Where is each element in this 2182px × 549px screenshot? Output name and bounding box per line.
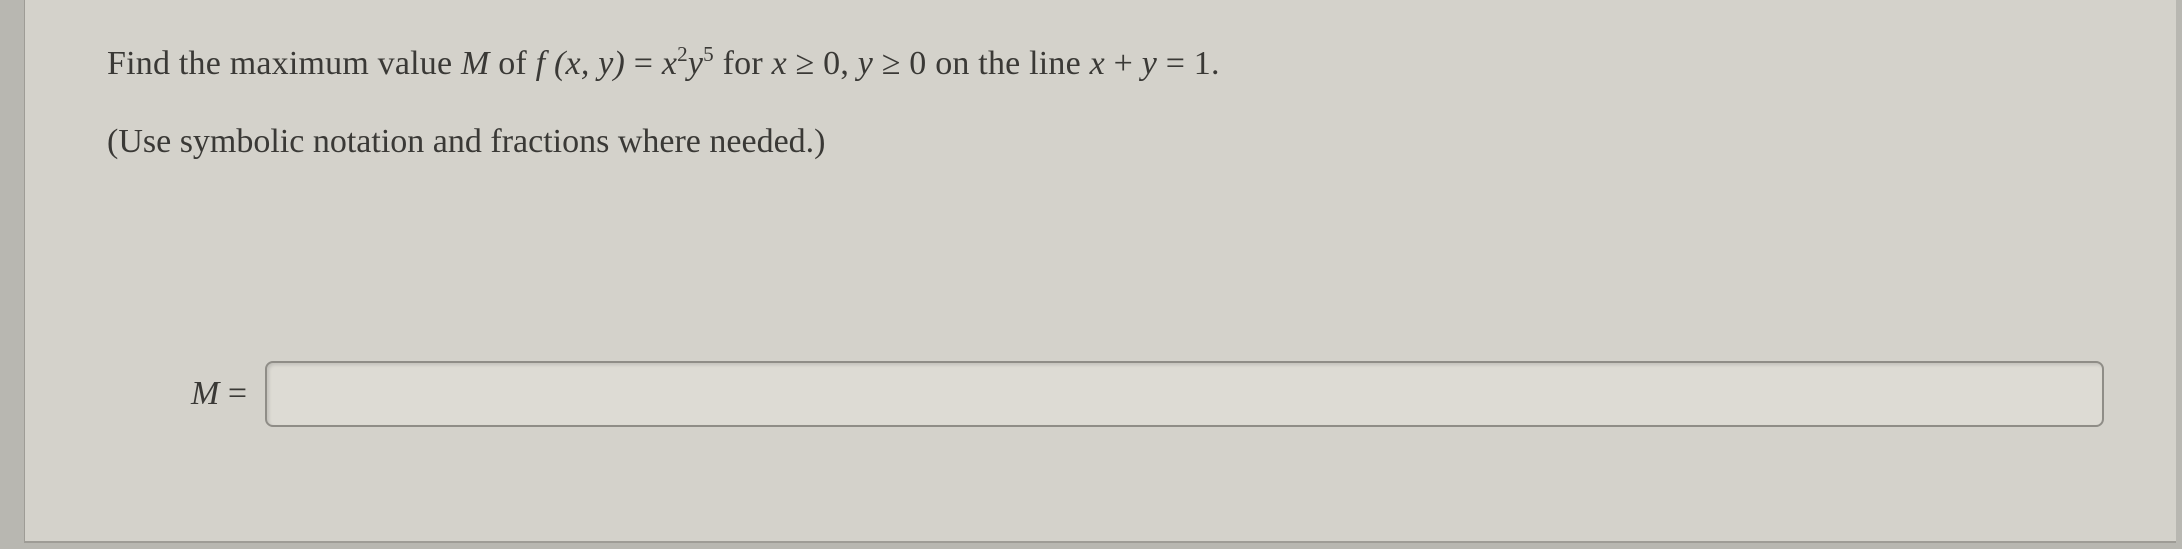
var-M: M	[461, 45, 490, 82]
answer-label: M =	[191, 375, 247, 413]
text-eq1: = 1.	[1157, 45, 1220, 82]
expr-y: y	[688, 45, 703, 82]
text-equals: =	[625, 45, 662, 82]
expr-x: x	[662, 45, 677, 82]
expr-y-pow: 5	[703, 42, 714, 66]
text-of: of	[490, 45, 536, 82]
line-x: x	[1090, 45, 1105, 82]
answer-eq: =	[219, 375, 247, 412]
var-x: x	[772, 45, 787, 82]
problem-card: Find the maximum value M of f (x, y) = x…	[24, 0, 2176, 543]
text-geq1: ≥ 0,	[787, 45, 858, 82]
line-y: y	[1142, 45, 1157, 82]
answer-row: M =	[191, 361, 2114, 427]
text-geq2: ≥ 0 on the line	[873, 45, 1090, 82]
text-for: for	[714, 45, 772, 82]
problem-statement: Find the maximum value M of f (x, y) = x…	[107, 38, 2114, 89]
text-prefix: Find the maximum value	[107, 45, 461, 82]
expr-x-pow: 2	[677, 42, 688, 66]
text-plus: +	[1105, 45, 1142, 82]
answer-M: M	[191, 375, 219, 412]
answer-input[interactable]	[265, 361, 2104, 427]
var-y: y	[858, 45, 873, 82]
func-fxy: f (x, y)	[536, 45, 625, 82]
problem-hint: (Use symbolic notation and fractions whe…	[107, 123, 2114, 161]
